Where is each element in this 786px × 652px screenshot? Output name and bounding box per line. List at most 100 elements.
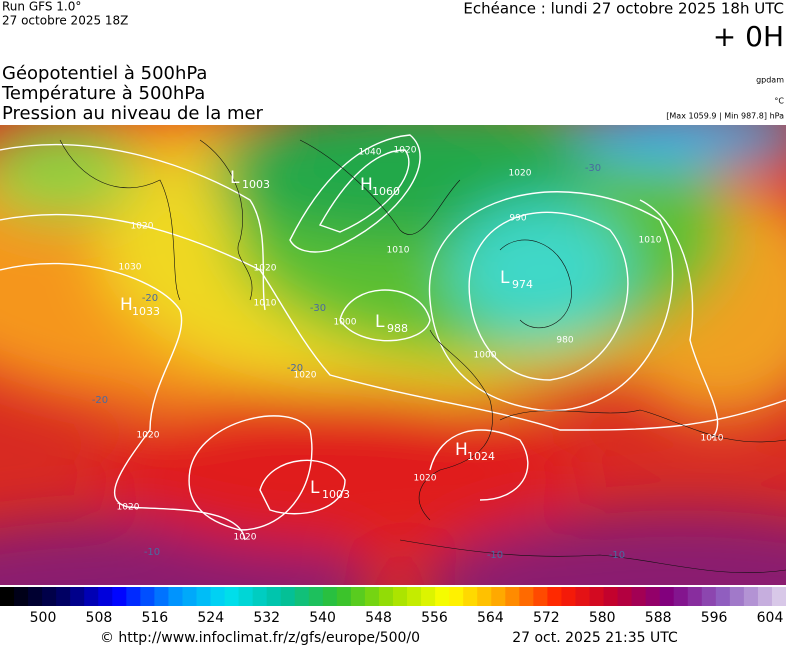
colorbar-cell bbox=[56, 587, 71, 606]
temperature-label: -20 bbox=[287, 363, 303, 374]
temperature-label: -30 bbox=[310, 303, 326, 314]
colorbar-cell bbox=[547, 587, 562, 606]
isobar-label: 980 bbox=[556, 336, 573, 346]
colorbar-tick-label: 532 bbox=[253, 610, 280, 626]
colorbar-cell bbox=[715, 587, 731, 606]
colorbar-cell bbox=[336, 587, 352, 606]
temperature-label: -20 bbox=[142, 293, 158, 304]
isobar-label: 1000 bbox=[334, 318, 357, 328]
colorbar-cell bbox=[0, 587, 15, 606]
colorbar-cell bbox=[533, 587, 548, 606]
pressure-value: 974 bbox=[512, 278, 533, 291]
colorbar-tick-label: 572 bbox=[533, 610, 560, 626]
pressure-kind: L bbox=[500, 268, 510, 288]
valid-time: Echéance : lundi 27 octobre 2025 18h UTC bbox=[463, 0, 784, 18]
colorbar-cell bbox=[28, 587, 43, 606]
colorbar-cell bbox=[350, 587, 366, 606]
isobar-label: 1020 bbox=[137, 431, 160, 441]
pressure-kind: H bbox=[360, 175, 373, 195]
colorbar-tick-label: 540 bbox=[309, 610, 336, 626]
colorbar-cell bbox=[182, 587, 197, 606]
colorbar-cell bbox=[98, 587, 113, 606]
colorbar-cell bbox=[435, 587, 450, 606]
colorbar-cell bbox=[112, 587, 127, 606]
isobar-label: 1020 bbox=[509, 169, 532, 179]
colorbar-tick-label: 596 bbox=[701, 610, 728, 626]
colorbar-cell bbox=[659, 587, 675, 606]
isobar-label: 1020 bbox=[131, 222, 154, 232]
layer: Pression au niveau de la mer bbox=[2, 103, 264, 124]
colorbar-tick-label: 580 bbox=[589, 610, 616, 626]
colorbar-cell bbox=[280, 587, 296, 606]
isobar-label: 1020 bbox=[234, 533, 257, 543]
colorbar-cell bbox=[70, 587, 85, 606]
colorbar-cell bbox=[168, 587, 183, 606]
temperature-label: -30 bbox=[585, 163, 601, 174]
pressure-kind: L bbox=[375, 312, 385, 332]
pressure-kind: L bbox=[310, 478, 320, 498]
isobar-label: 1010 bbox=[639, 236, 662, 246]
run: Run GFS 1.0° bbox=[2, 0, 81, 14]
colorbar-cell bbox=[477, 587, 492, 606]
isobar-label: 1020 bbox=[254, 264, 277, 274]
colorbar-tick-label: 604 bbox=[757, 610, 784, 626]
temperature-label: -10 bbox=[144, 547, 160, 558]
colorbar-cell bbox=[322, 587, 338, 606]
colorbar-cell bbox=[421, 587, 436, 606]
colorbar-cell bbox=[378, 587, 394, 606]
colorbar-cell bbox=[224, 587, 240, 606]
colorbar-tick-label: 500 bbox=[30, 610, 57, 626]
temperature-label: -20 bbox=[92, 395, 108, 406]
isobar-label: 1020 bbox=[414, 474, 437, 484]
colorbar-cell bbox=[84, 587, 99, 606]
isobar-label: 1020 bbox=[294, 371, 317, 381]
unit: [Max 1059.9 | Min 987.8] hPa bbox=[666, 112, 784, 121]
pressure-value: 1033 bbox=[132, 305, 160, 318]
pressure-value: 988 bbox=[387, 322, 408, 335]
colorbar: 500 508 516 524 532 540 548 556 564 572 580 588 596 6… bbox=[0, 587, 786, 626]
unit: gpdam bbox=[756, 76, 784, 85]
colorbar-cell bbox=[252, 587, 268, 606]
colorbar-cell bbox=[42, 587, 57, 606]
colorbar-cell bbox=[673, 587, 689, 606]
isobar-label: 1040 bbox=[359, 148, 382, 158]
temperature-label: -10 bbox=[609, 550, 625, 561]
isobar-label: 1010 bbox=[254, 299, 277, 309]
colorbar-cell bbox=[631, 587, 647, 606]
pressure-value: 1003 bbox=[242, 178, 270, 191]
colorbar-cell bbox=[589, 587, 605, 606]
colorbar-cell bbox=[154, 587, 169, 606]
colorbar-cell bbox=[687, 587, 703, 606]
isobar-label: 1010 bbox=[701, 434, 724, 444]
colorbar-cell bbox=[701, 587, 717, 606]
source-url: © http://www.infoclimat.fr/z/gfs/europe/… bbox=[100, 630, 420, 646]
colorbar-cell bbox=[364, 587, 380, 606]
colorbar-cell bbox=[196, 587, 212, 606]
colorbar-cell bbox=[603, 587, 619, 606]
pressure-value: 1024 bbox=[467, 450, 495, 463]
pressure-value: 1003 bbox=[322, 488, 350, 501]
colorbar-cell bbox=[757, 587, 773, 606]
isobar-label: 1030 bbox=[119, 263, 142, 273]
pressure-kind: L bbox=[230, 168, 240, 188]
colorbar-cell bbox=[575, 587, 590, 606]
lead-time: + 0H bbox=[713, 20, 784, 53]
colorbar-cell bbox=[14, 587, 29, 606]
colorbar-tick-label: 564 bbox=[477, 610, 504, 626]
colorbar-cell bbox=[238, 587, 254, 606]
colorbar-tick-label: 508 bbox=[86, 610, 113, 626]
colorbar-cell bbox=[491, 587, 506, 606]
isobar-label: 1020 bbox=[117, 503, 140, 513]
colorbar-cell bbox=[463, 587, 478, 606]
colorbar-cell bbox=[729, 587, 745, 606]
colorbar-tick-label: 548 bbox=[365, 610, 392, 626]
colorbar-cell bbox=[126, 587, 141, 606]
colorbar-tick-label: 516 bbox=[141, 610, 168, 626]
layer: Géopotentiel à 500hPa bbox=[2, 63, 207, 84]
isobar-label: 1000 bbox=[474, 351, 497, 361]
layer: Température à 500hPa bbox=[1, 83, 205, 104]
colorbar-cell bbox=[393, 587, 408, 606]
colorbar-cell bbox=[449, 587, 464, 606]
